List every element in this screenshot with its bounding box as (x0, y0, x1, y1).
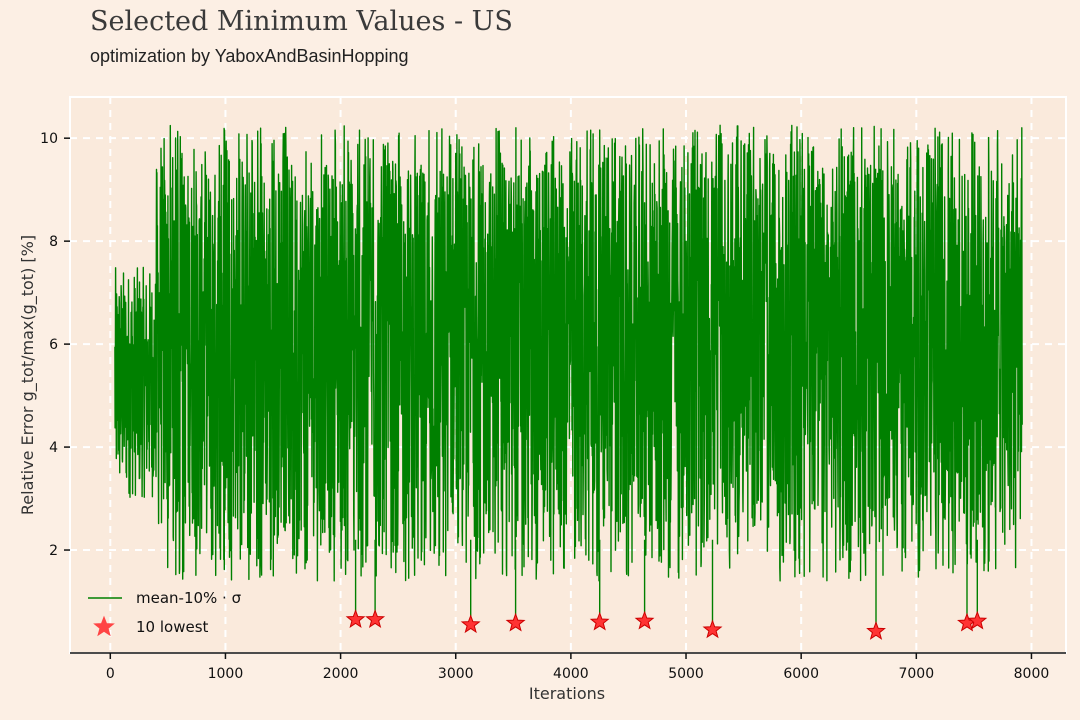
x-tick-label: 0 (106, 666, 115, 682)
lowest-markers (345, 609, 988, 640)
x-tick-label: 6000 (783, 666, 819, 682)
y-tick-label: 6 (49, 337, 58, 353)
lowest-star-marker (460, 614, 481, 634)
lowest-star-marker (702, 619, 723, 639)
x-tick-label: 8000 (1014, 666, 1050, 682)
y-tick-label: 8 (49, 234, 58, 250)
x-tick-label: 7000 (898, 666, 934, 682)
legend-label-stars: 10 lowest (136, 618, 209, 636)
legend-label-line: mean-10% · σ (136, 589, 242, 607)
x-tick-label: 2000 (323, 666, 359, 682)
chart-title: Selected Minimum Values - US (90, 6, 513, 37)
chart-subtitle: optimization by YaboxAndBasinHopping (90, 46, 409, 66)
y-tick-label: 2 (49, 543, 58, 559)
x-tick-label: 1000 (208, 666, 244, 682)
x-tick-label: 3000 (438, 666, 474, 682)
lowest-star-marker (505, 612, 526, 632)
legend: mean-10% · σ 10 lowest (88, 589, 242, 637)
y-tick-label: 10 (40, 131, 58, 147)
lowest-star-marker (589, 611, 610, 631)
legend-star-swatch (93, 615, 115, 637)
lowest-star-marker (634, 610, 655, 630)
x-ticks: 0 1000 2000 3000 4000 5000 6000 7000 8000 (106, 653, 1049, 682)
y-axis-label: Relative Error g_tot/max(g_tot) [%] (18, 235, 38, 515)
y-tick-label: 4 (49, 440, 58, 456)
lowest-star-marker (345, 609, 366, 628)
x-axis-label: Iterations (529, 684, 605, 703)
lowest-star-marker (365, 609, 386, 628)
lowest-star-marker (967, 610, 988, 630)
x-tick-label: 5000 (668, 666, 704, 682)
lowest-star-marker (866, 620, 886, 640)
y-ticks: 2 4 6 8 10 (40, 131, 70, 559)
line-series (114, 124, 1023, 632)
x-tick-label: 4000 (553, 666, 589, 682)
series-line (114, 124, 1023, 632)
